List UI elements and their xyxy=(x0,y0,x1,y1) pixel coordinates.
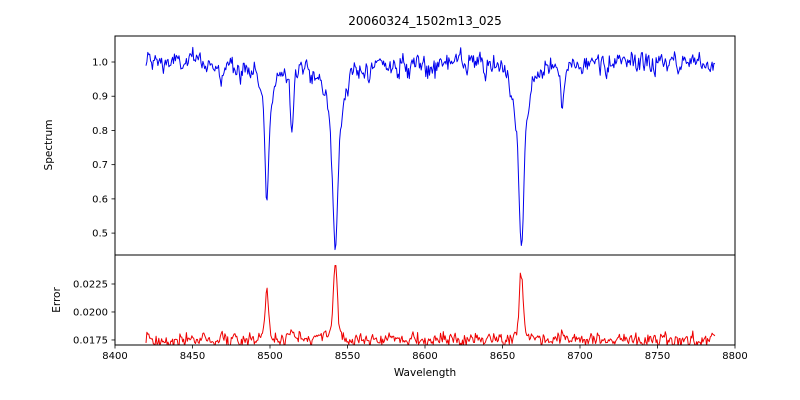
error-y-tick-label: 0.0200 xyxy=(73,307,108,318)
x-tick-label: 8400 xyxy=(102,351,127,362)
spectrum-y-tick-label: 0.5 xyxy=(92,229,108,240)
error-panel-border xyxy=(114,254,736,346)
x-tick-label: 8550 xyxy=(335,351,360,362)
spectrum-y-tick-label: 0.8 xyxy=(92,126,108,137)
xlabel-wavelength: Wavelength xyxy=(393,367,457,379)
spectrum-y-tick-label: 0.6 xyxy=(92,194,108,205)
spectrum-series-line xyxy=(145,46,715,251)
x-tick-label: 8650 xyxy=(490,351,515,362)
error-y-tick-label: 0.0225 xyxy=(73,279,108,290)
spectrum-y-tick-label: 0.9 xyxy=(92,92,108,103)
x-tick-label: 8800 xyxy=(722,351,747,362)
spectrum-y-tick-label: 0.7 xyxy=(92,160,108,171)
x-tick-label: 8450 xyxy=(180,351,205,362)
error-series-line xyxy=(145,265,716,345)
x-tick-label: 8700 xyxy=(567,351,592,362)
x-tick-label: 8500 xyxy=(257,351,282,362)
x-tick-label: 8750 xyxy=(645,351,670,362)
x-tick-label: 8600 xyxy=(412,351,437,362)
chart-title: 20060324_1502m13_025 xyxy=(348,14,502,28)
error-y-tick-label: 0.0175 xyxy=(73,335,108,346)
spectrum-y-tick-label: 1.0 xyxy=(92,57,108,68)
